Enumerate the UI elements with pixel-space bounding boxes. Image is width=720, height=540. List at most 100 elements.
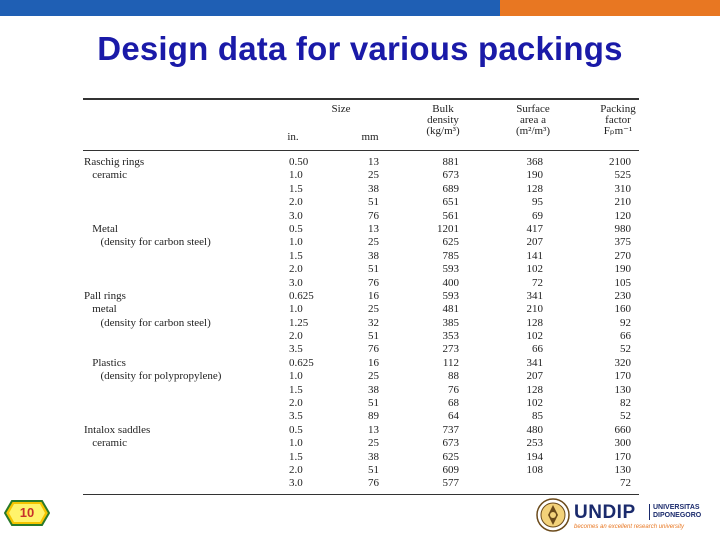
- cell-bulk-density: 561: [442, 209, 460, 222]
- table-row: 3.0 76 400 72 105: [83, 277, 639, 290]
- cell-packing-factor: 525: [614, 169, 632, 182]
- cell-size-mm: 13: [368, 423, 379, 436]
- table-row: 1.5 38 785 141 270: [83, 250, 639, 263]
- table-row: Plastics 0.625 16 112 341 320: [83, 357, 639, 370]
- cell-size-mm: 76: [368, 343, 379, 356]
- cell-packing-factor: 105: [614, 276, 632, 289]
- cell-size-mm: 25: [368, 236, 379, 249]
- cell-size-in: 3.0: [289, 477, 303, 490]
- cell-surface-area: 480: [526, 423, 544, 436]
- cell-packing-factor: 660: [614, 423, 632, 436]
- cell-size-mm: 51: [368, 196, 379, 209]
- cell-bulk-density: 481: [442, 303, 460, 316]
- table-body: Raschig rings 0.50 13 881 368 2100 ceramic 1.0…: [83, 156, 639, 491]
- cell-surface-area: 190: [526, 169, 544, 182]
- table-row: Metal 0.5 13 1201 417 980: [83, 223, 639, 236]
- cell-size-mm: 25: [368, 437, 379, 450]
- header-bulk-density: Bulk density (kg/m³): [426, 103, 460, 137]
- table-row: (density for carbon steel) 1.25 32 385 128 92: [83, 317, 639, 330]
- logo-university-name: UNIVERSITAS DIPONEGORO: [649, 504, 713, 520]
- cell-packing-type: (density for carbon steel): [84, 236, 211, 249]
- cell-packing-factor: 130: [614, 383, 632, 396]
- table-row: Pall rings 0.625 16 593 341 230: [83, 290, 639, 303]
- cell-surface-area: 108: [526, 463, 544, 476]
- header-size: Size: [331, 103, 351, 115]
- cell-size-mm: 51: [368, 397, 379, 410]
- cell-packing-type: Metal: [84, 222, 118, 235]
- cell-surface-area: 253: [526, 437, 544, 450]
- cell-size-mm: 38: [368, 249, 379, 262]
- table-row: Raschig rings 0.50 13 881 368 2100: [83, 156, 639, 169]
- cell-size-in: 0.50: [289, 156, 309, 168]
- cell-bulk-density: 76: [448, 383, 459, 396]
- cell-size-in: 1.5: [289, 249, 303, 262]
- cell-size-in: 3.5: [289, 343, 303, 356]
- cell-size-mm: 16: [368, 356, 379, 369]
- table-row: 2.0 51 609 108 130: [83, 464, 639, 477]
- table-row: 2.0 51 593 102 190: [83, 263, 639, 276]
- header-packing-factor: Packing factor Fₚm⁻¹: [600, 103, 636, 137]
- cell-size-mm: 51: [368, 463, 379, 476]
- top-color-bar: [0, 0, 720, 16]
- cell-size-mm: 32: [368, 316, 379, 329]
- cell-surface-area: 72: [532, 276, 543, 289]
- cell-packing-factor: 170: [614, 370, 632, 383]
- cell-surface-area: 95: [532, 196, 543, 209]
- cell-surface-area: 417: [526, 222, 544, 235]
- slide-title: Design data for various packings: [97, 30, 623, 67]
- cell-size-mm: 38: [368, 383, 379, 396]
- cell-surface-area: 128: [526, 182, 544, 195]
- cell-packing-factor: 72: [620, 477, 631, 490]
- cell-surface-area: 102: [526, 263, 544, 276]
- cell-size-mm: 25: [368, 169, 379, 182]
- cell-bulk-density: 112: [442, 356, 459, 369]
- cell-size-mm: 76: [368, 477, 379, 490]
- cell-surface-area: 69: [532, 209, 543, 222]
- cell-size-mm: 13: [368, 222, 379, 235]
- header-surface-area: Surface area a (m²/m³): [515, 103, 551, 137]
- cell-bulk-density: 737: [442, 423, 460, 436]
- cell-surface-area: 141: [526, 249, 544, 262]
- cell-packing-factor: 130: [614, 463, 632, 476]
- cell-surface-area: 102: [526, 330, 544, 343]
- cell-size-in: 2.0: [289, 196, 303, 209]
- cell-packing-type: Intalox saddles: [84, 423, 151, 436]
- table-row: 2.0 51 68 102 82: [83, 397, 639, 410]
- cell-packing-type: (density for polypropylene): [84, 370, 222, 383]
- cell-bulk-density: 1201: [437, 222, 459, 235]
- cell-bulk-density: 673: [442, 169, 460, 182]
- cell-packing-factor: 270: [614, 249, 632, 262]
- cell-bulk-density: 625: [442, 450, 460, 463]
- cell-size-in: 2.0: [289, 397, 303, 410]
- logo-wordmark: UNDIP: [574, 502, 636, 523]
- cell-packing-type: ceramic: [84, 437, 128, 450]
- cell-surface-area: 85: [532, 410, 543, 423]
- header-mm: mm: [361, 131, 379, 143]
- cell-bulk-density: 881: [442, 156, 460, 168]
- table-header-rule: [83, 150, 639, 151]
- cell-packing-factor: 300: [614, 437, 632, 450]
- cell-packing-factor: 52: [620, 343, 631, 356]
- table-row: 2.0 51 651 95 210: [83, 196, 639, 209]
- packing-data-table: Size in. mm Bulk density (kg/m³) Surface…: [83, 98, 639, 496]
- cell-packing-type: Plastics: [84, 356, 126, 369]
- logo-tagline: becomes an excellent research university: [574, 524, 685, 530]
- cell-packing-factor: 82: [620, 397, 631, 410]
- cell-size-in: 0.625: [289, 289, 314, 302]
- cell-size-mm: 76: [368, 209, 379, 222]
- table-top-rule: [83, 98, 639, 100]
- cell-packing-factor: 980: [614, 222, 632, 235]
- cell-size-in: 2.0: [289, 463, 303, 476]
- cell-packing-factor: 2100: [609, 156, 631, 168]
- cell-size-in: 1.5: [289, 450, 303, 463]
- cell-size-in: 2.0: [289, 263, 303, 276]
- cell-size-mm: 25: [368, 370, 379, 383]
- cell-size-in: 3.0: [289, 276, 303, 289]
- cell-bulk-density: 64: [448, 410, 459, 423]
- slide-number-badge: 10: [4, 500, 50, 526]
- cell-bulk-density: 689: [442, 182, 460, 195]
- table-row: (density for carbon steel) 1.0 25 625 207 375: [83, 236, 639, 249]
- cell-packing-factor: 160: [614, 303, 632, 316]
- cell-bulk-density: 400: [442, 276, 460, 289]
- table-row: 3.0 76 577 72: [83, 477, 639, 490]
